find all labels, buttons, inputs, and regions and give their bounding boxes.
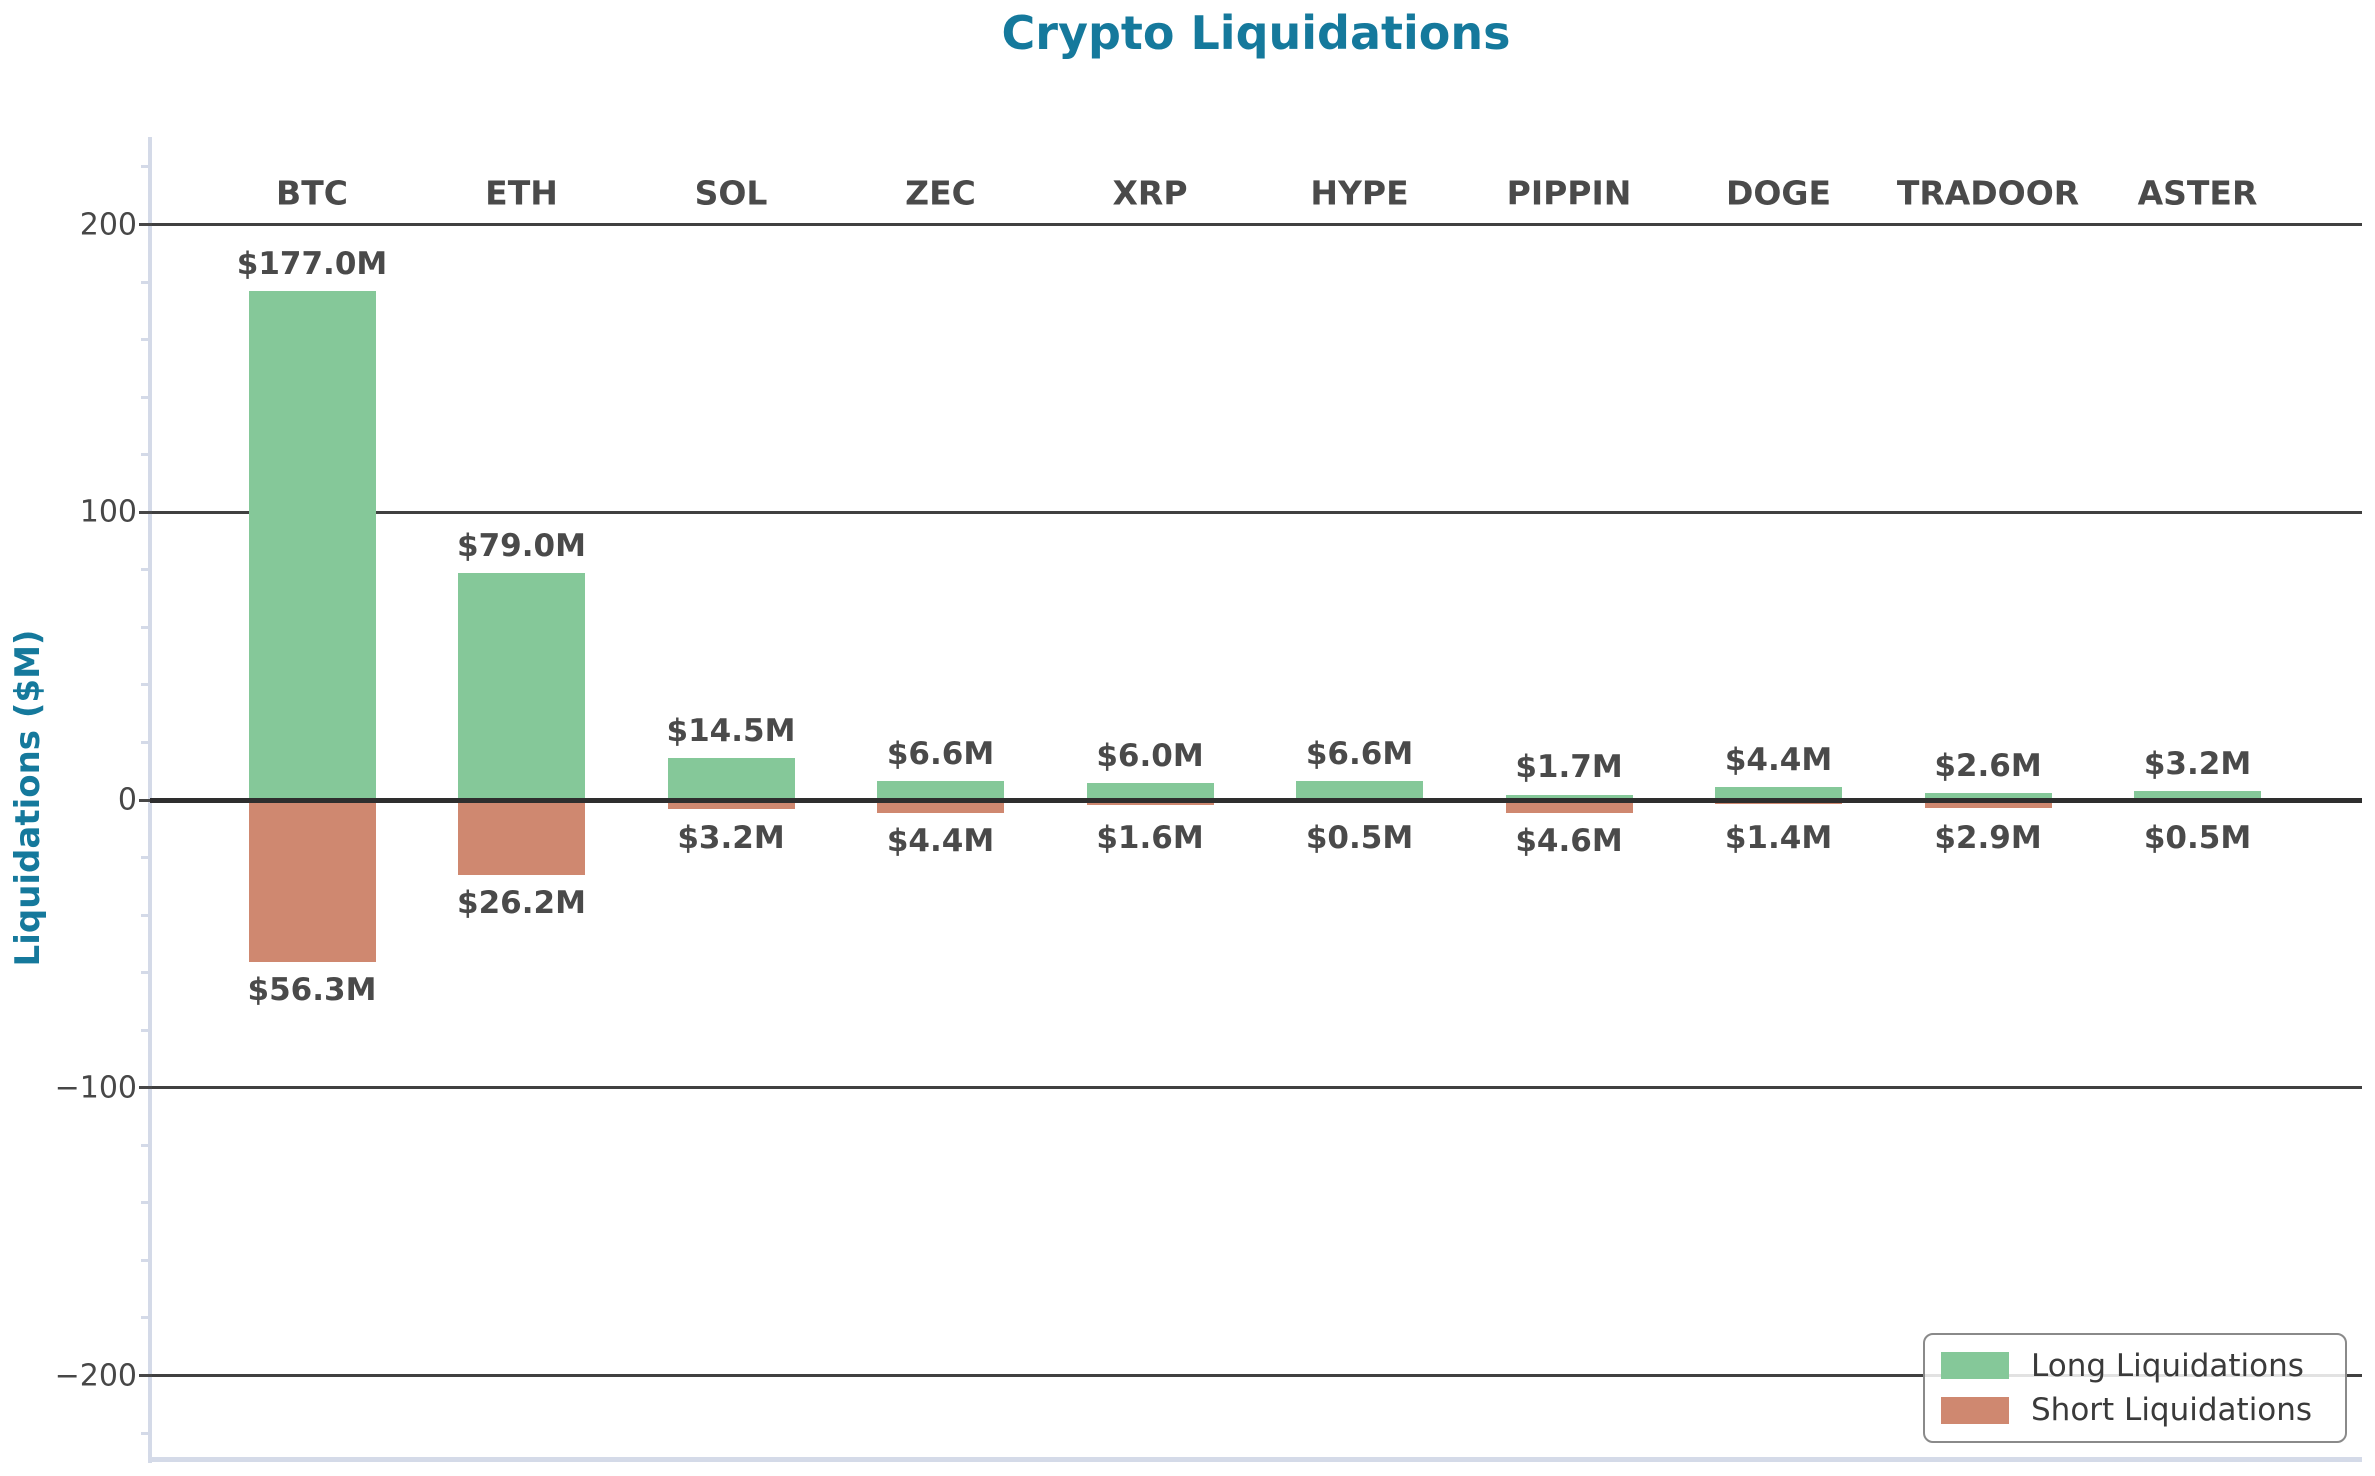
major-gridline xyxy=(150,510,2362,514)
short-bar-sol xyxy=(667,800,795,810)
long-bar-aster xyxy=(2134,790,2261,800)
y-minor-tick xyxy=(141,568,150,572)
x-axis-spine xyxy=(148,1457,2362,1462)
y-minor-tick xyxy=(141,1316,150,1320)
short-bar-pippin xyxy=(1505,800,1633,814)
short-value-label: $1.4M xyxy=(1724,820,1833,856)
long-value-label: $79.0M xyxy=(457,527,586,564)
long-bar-doge xyxy=(1715,787,1842,800)
short-bar-btc xyxy=(248,800,376,962)
y-minor-tick xyxy=(141,856,150,860)
y-major-tick xyxy=(139,223,152,226)
y-minor-tick xyxy=(141,1201,150,1205)
short-value-label: $0.5M xyxy=(1305,820,1414,856)
long-bar-btc xyxy=(248,290,376,800)
short-value-label: $2.9M xyxy=(1934,820,2042,856)
y-tick-label: 0 xyxy=(117,782,137,818)
y-minor-tick xyxy=(141,971,150,975)
legend-label-long: Long Liquidations xyxy=(2031,1347,2304,1384)
long-bar-zec xyxy=(877,781,1004,800)
y-tick-label: −200 xyxy=(54,1358,137,1393)
major-gridline xyxy=(150,1086,2362,1090)
long-bar-eth xyxy=(458,572,585,800)
legend-item-long: Long Liquidations xyxy=(1941,1348,2335,1384)
major-gridline xyxy=(150,223,2362,226)
category-label-sol: SOL xyxy=(694,173,768,213)
category-label-zec: ZEC xyxy=(905,173,976,213)
long-value-label: $4.4M xyxy=(1724,742,1833,779)
y-major-tick xyxy=(139,510,152,514)
long-value-label: $1.7M xyxy=(1515,749,1623,785)
y-tick-label: 200 xyxy=(79,207,137,242)
y-major-tick xyxy=(139,1374,152,1377)
y-minor-tick xyxy=(141,280,150,284)
y-major-tick xyxy=(139,798,152,802)
category-label-doge: DOGE xyxy=(1725,173,1832,213)
y-minor-tick xyxy=(141,913,150,917)
y-minor-tick xyxy=(141,683,150,687)
short-value-label: $1.6M xyxy=(1096,820,1204,856)
long-value-label: $177.0M xyxy=(236,245,388,282)
long-value-label: $2.6M xyxy=(1934,747,2042,784)
y-minor-tick xyxy=(141,395,150,399)
legend: Long Liquidations Short Liquidations xyxy=(1923,1333,2347,1443)
chart-title: Crypto Liquidations xyxy=(1001,6,1511,60)
short-value-label: $26.2M xyxy=(457,885,586,922)
y-minor-tick xyxy=(141,338,150,342)
short-value-label: $56.3M xyxy=(247,972,377,1008)
y-tick-label: −100 xyxy=(54,1070,137,1106)
y-minor-tick xyxy=(141,1028,150,1032)
y-minor-tick xyxy=(141,1431,150,1435)
long-value-label: $3.2M xyxy=(2143,745,2252,782)
long-liquidations-swatch-icon xyxy=(1941,1352,2009,1380)
category-label-tradoor: TRADOOR xyxy=(1896,173,2080,213)
short-value-label: $4.4M xyxy=(886,822,995,859)
legend-label-short: Short Liquidations xyxy=(2031,1392,2313,1429)
long-value-label: $6.0M xyxy=(1096,737,1204,774)
long-bar-sol xyxy=(667,758,795,800)
zero-gridline xyxy=(150,797,2362,803)
short-bar-tradoor xyxy=(1924,800,2052,809)
y-minor-tick xyxy=(141,165,150,169)
long-value-label: $14.5M xyxy=(666,713,796,750)
long-bar-hype xyxy=(1296,781,1423,800)
long-bar-tradoor xyxy=(1924,792,2052,800)
category-label-aster: ASTER xyxy=(2137,173,2258,213)
y-minor-tick xyxy=(141,625,150,629)
short-value-label: $4.6M xyxy=(1515,823,1623,860)
short-value-label: $0.5M xyxy=(2143,820,2252,856)
long-value-label: $6.6M xyxy=(1305,736,1414,772)
long-bar-xrp xyxy=(1086,782,1214,800)
category-label-eth: ETH xyxy=(485,173,558,213)
category-label-xrp: XRP xyxy=(1112,173,1188,213)
short-bar-zec xyxy=(877,800,1004,813)
y-minor-tick xyxy=(141,740,150,744)
legend-item-short: Short Liquidations xyxy=(1941,1392,2335,1428)
short-liquidations-swatch-icon xyxy=(1941,1396,2009,1424)
long-value-label: $6.6M xyxy=(886,736,995,772)
major-gridline xyxy=(150,1374,2362,1377)
y-tick-label: 100 xyxy=(79,494,137,530)
short-value-label: $3.2M xyxy=(677,820,785,856)
y-major-tick xyxy=(139,1086,152,1090)
category-label-hype: HYPE xyxy=(1310,173,1409,213)
short-bar-eth xyxy=(458,800,585,876)
category-label-btc: BTC xyxy=(276,173,348,213)
y-minor-tick xyxy=(141,1258,150,1262)
y-minor-tick xyxy=(141,1143,150,1147)
category-label-pippin: PIPPIN xyxy=(1506,173,1632,213)
y-minor-tick xyxy=(141,453,150,457)
